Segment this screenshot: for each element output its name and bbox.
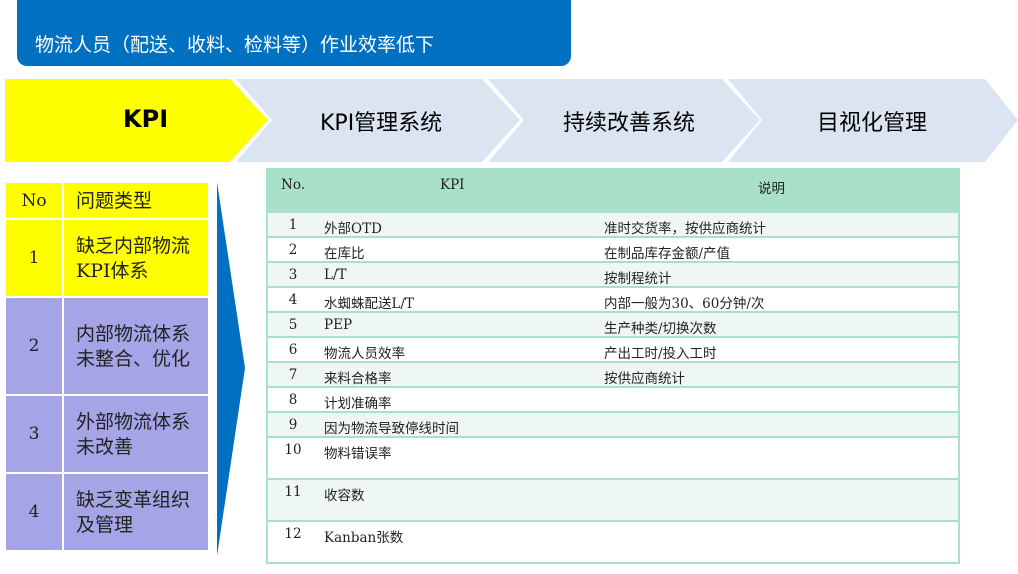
kpi-row: 7 来料合格率 按供应商统计 xyxy=(268,361,958,387)
kpi-description: 准时交货率，按供应商统计 xyxy=(604,221,766,237)
problem-no: 1 xyxy=(6,220,62,296)
kpi-name: Kanban张数 xyxy=(324,530,404,546)
kpi-row: 4 水蜘蛛配送L/T 内部一般为30、60分钟/次 xyxy=(268,286,958,312)
kpi-no: 9 xyxy=(288,417,298,433)
problem-banner: 物流人员（配送、收料、检料等）作业效率低下 xyxy=(17,0,571,66)
kpi-name: 收容数 xyxy=(324,488,365,504)
kpi-row: 12 Kanban张数 xyxy=(268,520,958,562)
kpi-no: 1 xyxy=(288,217,298,233)
header-description: 说明 xyxy=(758,181,785,197)
kpi-row: 1 外部OTD 准时交货率，按供应商统计 xyxy=(268,211,958,237)
kpi-row: 2 在库比 在制品库存金额/产值 xyxy=(268,236,958,262)
kpi-name: 物流人员效率 xyxy=(324,346,405,362)
problem-row: 2 内部物流体系未整合、优化 xyxy=(6,298,208,394)
step-continuous-improvement: 持续改善系统 xyxy=(563,111,696,136)
problem-text: 缺乏变革组织及管理 xyxy=(64,474,208,550)
kpi-no: 8 xyxy=(288,392,298,408)
kpi-no: 10 xyxy=(284,442,302,458)
header-type: 问题类型 xyxy=(64,183,208,218)
kpi-no: 11 xyxy=(284,484,302,500)
kpi-no: 7 xyxy=(288,367,298,383)
kpi-row: 11 收容数 xyxy=(268,478,958,520)
chevron-step-1 xyxy=(5,79,268,162)
problem-row: 1 缺乏内部物流KPI体系 xyxy=(6,220,208,296)
kpi-name: 计划准确率 xyxy=(324,396,392,412)
kpi-description: 在制品库存金额/产值 xyxy=(604,246,731,262)
problem-text: 外部物流体系未改善 xyxy=(64,396,208,472)
kpi-name: 来料合格率 xyxy=(324,371,392,387)
kpi-no: 2 xyxy=(288,242,298,258)
chevron-step-4 xyxy=(728,79,1018,162)
step-kpi-management: KPI管理系统 xyxy=(320,111,443,136)
problem-text: 内部物流体系未整合、优化 xyxy=(64,298,208,394)
kpi-row: 3 L/T 按制程统计 xyxy=(268,261,958,287)
kpi-description: 产出工时/投入工时 xyxy=(604,346,717,362)
kpi-no: 3 xyxy=(288,267,298,283)
problem-no: 2 xyxy=(6,298,62,394)
chevron-step-2 xyxy=(236,79,520,162)
kpi-row: 5 PEP 生产种类/切换次数 xyxy=(268,311,958,337)
header-no: No. xyxy=(281,177,305,193)
step-kpi: KPI xyxy=(123,105,169,133)
header-no: No xyxy=(6,183,62,218)
kpi-name: 外部OTD xyxy=(324,221,382,237)
kpi-row: 6 物流人员效率 产出工时/投入工时 xyxy=(268,336,958,362)
chevron-shapes xyxy=(5,79,1018,162)
problem-table: No 问题类型 1 缺乏内部物流KPI体系 2 内部物流体系未整合、优化 3 外部物流体… xyxy=(6,183,208,552)
header-kpi: KPI xyxy=(440,177,465,193)
kpi-description: 按供应商统计 xyxy=(604,371,685,387)
process-chevrons: KPI KPI管理系统 持续改善系统 目视化管理 xyxy=(0,79,1018,162)
kpi-no: 5 xyxy=(288,317,298,333)
kpi-table: No. KPI 说明 1 外部OTD 准时交货率，按供应商统计 2 在库比 在制品库存金额… xyxy=(266,168,960,564)
banner-text: 物流人员（配送、收料、检料等）作业效率低下 xyxy=(35,34,435,56)
problem-no: 3 xyxy=(6,396,62,472)
problem-no: 4 xyxy=(6,474,62,550)
kpi-table-header: No. KPI 说明 xyxy=(268,170,958,211)
kpi-row: 9 因为物流导致停线时间 xyxy=(268,411,958,437)
chevron-step-3 xyxy=(488,79,760,162)
problem-row: 3 外部物流体系未改善 xyxy=(6,396,208,472)
problem-text: 缺乏内部物流KPI体系 xyxy=(64,220,208,296)
blue-arrow-wedge xyxy=(217,182,245,556)
kpi-description: 生产种类/切换次数 xyxy=(604,321,717,337)
problem-row: 4 缺乏变革组织及管理 xyxy=(6,474,208,550)
kpi-row: 8 计划准确率 xyxy=(268,386,958,412)
kpi-no: 4 xyxy=(288,292,298,308)
kpi-row: 10 物料错误率 xyxy=(268,436,958,478)
kpi-description: 内部一般为30、60分钟/次 xyxy=(604,296,765,312)
kpi-name: PEP xyxy=(324,317,353,333)
kpi-no: 12 xyxy=(284,526,302,542)
kpi-name: 因为物流导致停线时间 xyxy=(324,421,459,437)
kpi-name: 水蜘蛛配送L/T xyxy=(324,296,415,312)
kpi-name: 在库比 xyxy=(324,246,365,262)
kpi-description: 按制程统计 xyxy=(604,271,672,287)
step-visual-management: 目视化管理 xyxy=(817,111,928,136)
kpi-no: 6 xyxy=(288,342,298,358)
kpi-name: 物料错误率 xyxy=(324,446,392,462)
kpi-name: L/T xyxy=(324,267,347,283)
